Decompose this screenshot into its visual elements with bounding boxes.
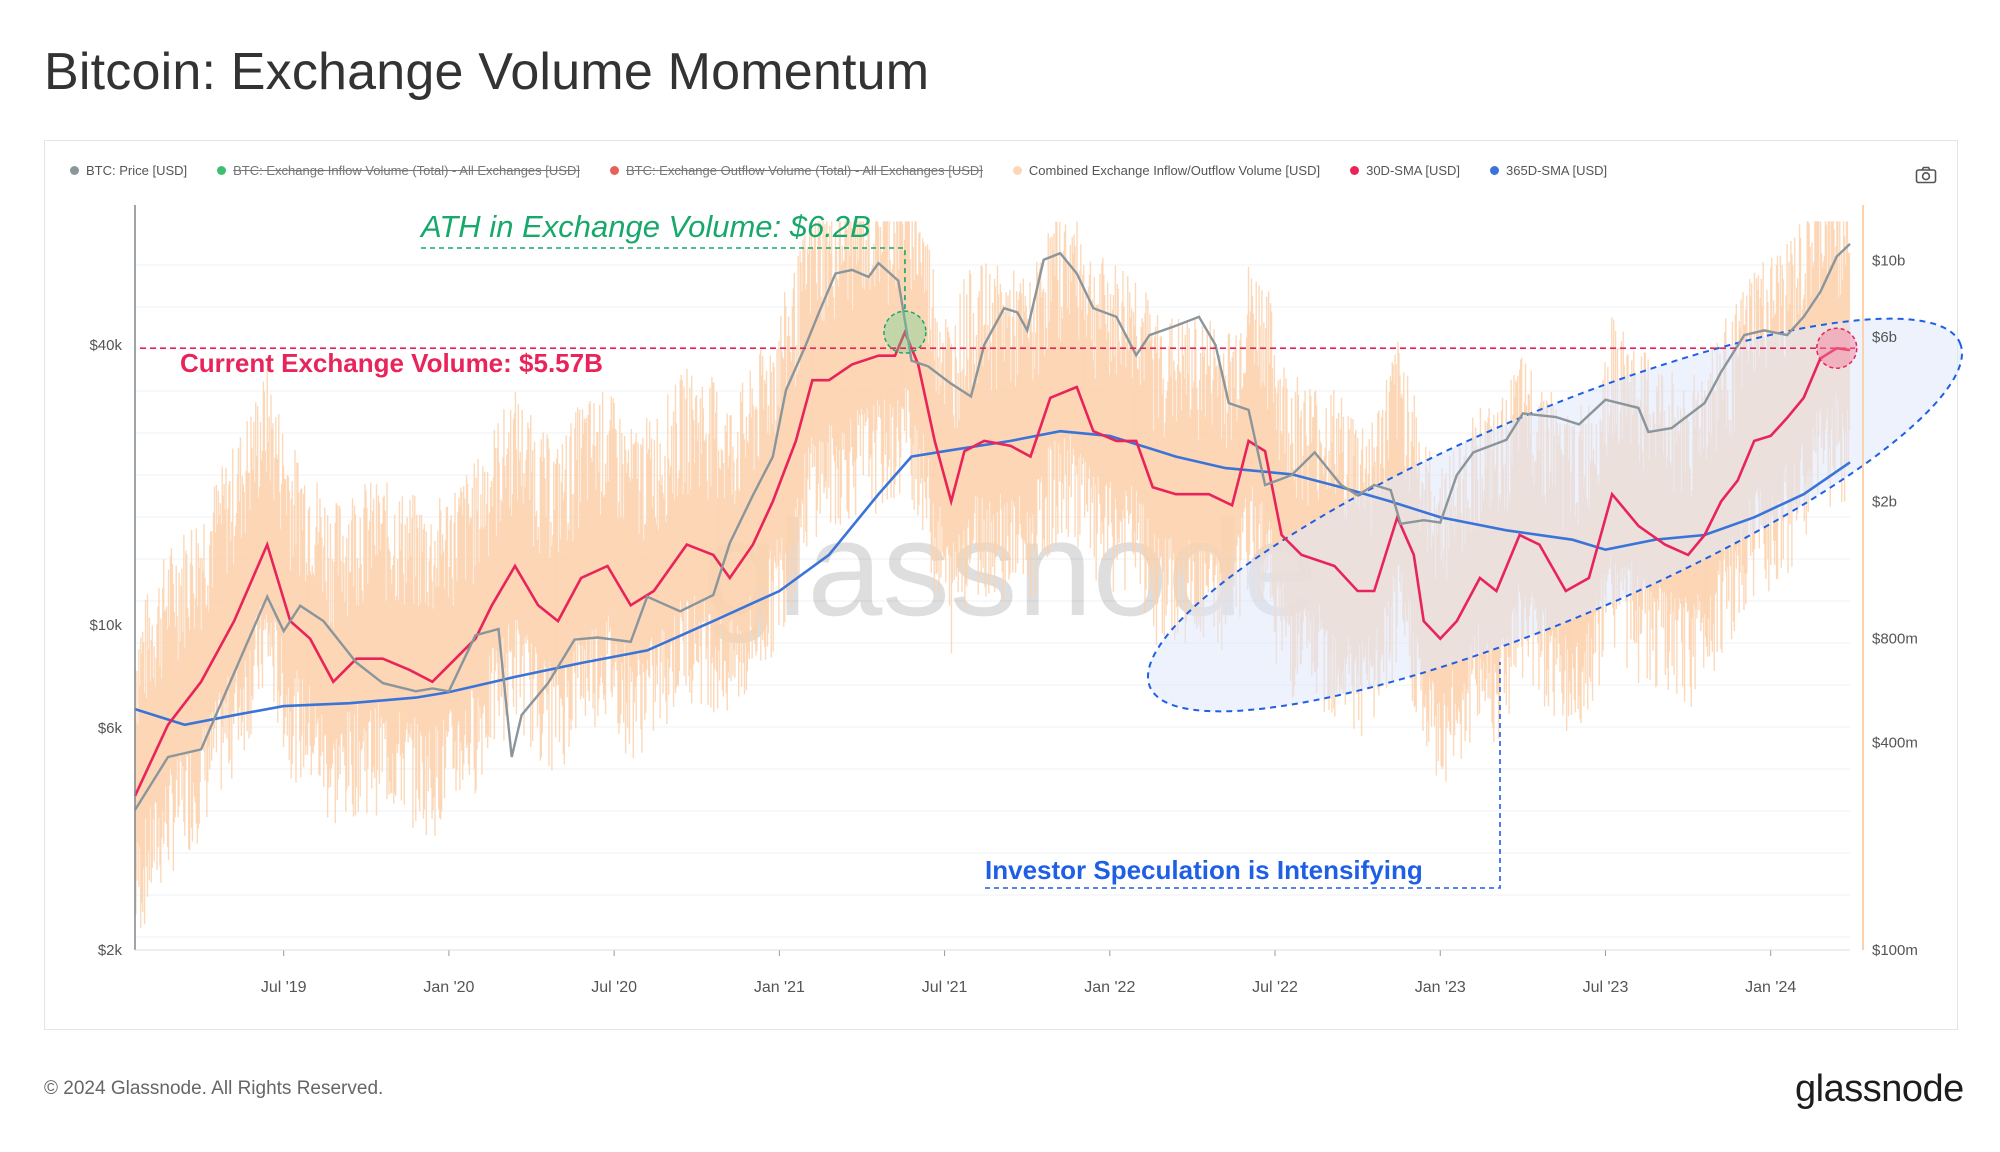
sma30-line	[133, 328, 1851, 797]
left-tick-label: $40k	[89, 337, 122, 354]
legend-label: BTC: Price [USD]	[86, 163, 188, 178]
legend-item-combined[interactable]: Combined Exchange Inflow/Outflow Volume …	[1012, 163, 1321, 178]
page-title: Bitcoin: Exchange Volume Momentum	[44, 43, 930, 101]
legend-item-price[interactable]: BTC: Price [USD]	[70, 163, 187, 178]
left-tick-label: $6k	[98, 720, 123, 737]
x-tick-label: Jan '21	[754, 979, 805, 996]
price-line	[133, 243, 1851, 811]
right-tick-label: $6b	[1872, 329, 1897, 346]
ath-annotation: ATH in Exchange Volume: $6.2B	[419, 209, 871, 244]
x-tick-label: Jan '22	[1084, 979, 1135, 996]
copyright-text: © 2024 Glassnode. All Rights Reserved.	[44, 1078, 384, 1099]
left-tick-label: $10k	[89, 617, 122, 634]
legend-dot-icon	[217, 166, 227, 175]
x-tick-label: Jan '23	[1415, 979, 1466, 996]
right-tick-label: $400m	[1872, 734, 1918, 751]
axes: $2k $6k $10k $40k $100m $400m $800m $2b $6b $10b J…	[89, 205, 1918, 996]
current-volume-marker	[1816, 327, 1858, 369]
legend-item-outflow[interactable]: BTC: Exchange Outflow Volume (Total) - A…	[609, 163, 983, 178]
legend-dot-icon	[1350, 166, 1360, 175]
legend-label: 30D-SMA [USD]	[1366, 163, 1461, 178]
x-tick-label: Jan '20	[423, 979, 474, 996]
legend-dot-icon	[1012, 166, 1022, 175]
right-tick-label: $10b	[1872, 253, 1905, 270]
legend-dot-icon	[1490, 166, 1500, 175]
right-tick-label: $2b	[1872, 494, 1897, 511]
ath-leader-line	[421, 247, 906, 313]
legend-label: 365D-SMA [USD]	[1506, 163, 1608, 178]
right-tick-label: $100m	[1872, 942, 1918, 959]
current-volume-annotation: Current Exchange Volume: $5.57B	[180, 348, 603, 378]
x-tick-label: Jul '19	[261, 979, 307, 996]
x-tick-label: Jul '22	[1252, 979, 1298, 996]
right-tick-label: $800m	[1872, 631, 1918, 648]
annotations: ATH in Exchange Volume: $6.2B Current Ex…	[140, 209, 1858, 889]
legend-label: Combined Exchange Inflow/Outflow Volume …	[1028, 163, 1321, 178]
speculation-annotation: Investor Speculation is Intensifying	[985, 855, 1423, 885]
legend-item-sma365[interactable]: 365D-SMA [USD]	[1490, 163, 1607, 178]
legend: BTC: Price [USD] BTC: Exchange Inflow Vo…	[70, 163, 1607, 178]
legend-label: BTC: Exchange Outflow Volume (Total) - A…	[625, 163, 983, 178]
speculation-ellipse-shape	[1146, 317, 1964, 713]
x-tick-label: Jul '23	[1583, 979, 1629, 996]
ath-marker	[883, 310, 927, 354]
speculation-ellipse	[1146, 317, 1964, 713]
legend-label: BTC: Exchange Inflow Volume (Total) - Al…	[233, 163, 580, 178]
x-tick-label: Jul '20	[591, 979, 637, 996]
x-tick-label: Jan '24	[1745, 979, 1796, 996]
legend-item-sma30[interactable]: 30D-SMA [USD]	[1350, 163, 1460, 178]
camera-icon[interactable]	[1915, 166, 1937, 189]
legend-item-inflow[interactable]: BTC: Exchange Inflow Volume (Total) - Al…	[217, 163, 580, 178]
glassnode-logo: glassnode	[1795, 1068, 1964, 1110]
legend-dot-icon	[70, 166, 79, 175]
series-lines	[133, 243, 1851, 811]
x-tick-label: Jul '21	[922, 979, 968, 996]
left-tick-label: $2k	[98, 942, 123, 959]
legend-dot-icon	[609, 166, 619, 175]
sma365-line	[134, 429, 1851, 727]
speculation-leader-line	[985, 662, 1501, 889]
